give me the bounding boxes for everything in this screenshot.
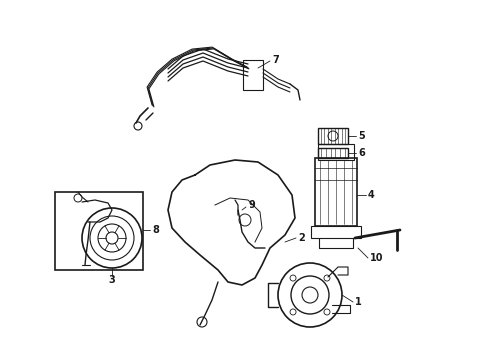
Text: 5: 5 (358, 131, 365, 141)
Bar (318, 148, 348, 158)
Bar (55, 192, 143, 270)
Text: 6: 6 (358, 148, 365, 158)
Bar (315, 158, 357, 226)
Text: 7: 7 (272, 55, 279, 65)
Bar (311, 226, 361, 238)
Text: 4: 4 (368, 190, 375, 200)
Text: 8: 8 (152, 225, 159, 235)
Bar (318, 128, 348, 144)
Text: 9: 9 (248, 200, 255, 210)
Text: 1: 1 (355, 297, 362, 307)
Text: 3: 3 (109, 275, 115, 285)
Bar (318, 144, 354, 160)
Bar (243, 60, 263, 90)
Text: 10: 10 (370, 253, 384, 263)
Text: 2: 2 (298, 233, 305, 243)
